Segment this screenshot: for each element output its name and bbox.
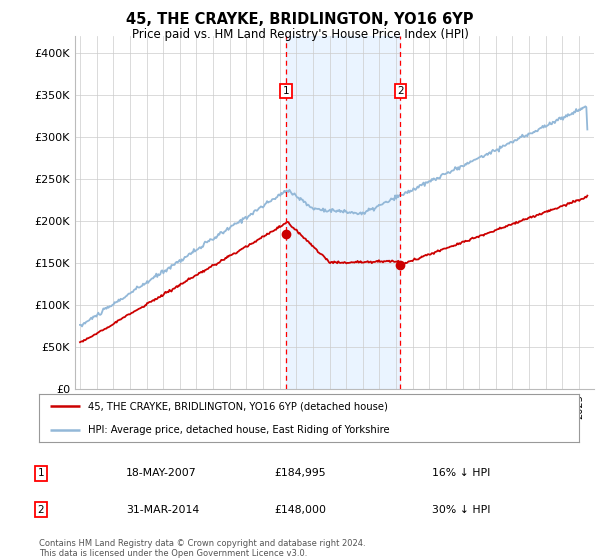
- Text: 2: 2: [37, 505, 44, 515]
- Text: 1: 1: [37, 468, 44, 478]
- Text: 45, THE CRAYKE, BRIDLINGTON, YO16 6YP: 45, THE CRAYKE, BRIDLINGTON, YO16 6YP: [126, 12, 474, 27]
- Text: HPI: Average price, detached house, East Riding of Yorkshire: HPI: Average price, detached house, East…: [88, 424, 389, 435]
- Text: Contains HM Land Registry data © Crown copyright and database right 2024.
This d: Contains HM Land Registry data © Crown c…: [39, 539, 365, 558]
- Text: 2: 2: [397, 86, 404, 96]
- Text: 30% ↓ HPI: 30% ↓ HPI: [432, 505, 491, 515]
- Text: 1: 1: [283, 86, 289, 96]
- Bar: [286, 36, 400, 389]
- Text: £148,000: £148,000: [274, 505, 326, 515]
- Text: Price paid vs. HM Land Registry's House Price Index (HPI): Price paid vs. HM Land Registry's House …: [131, 28, 469, 41]
- Text: 16% ↓ HPI: 16% ↓ HPI: [432, 468, 490, 478]
- Text: 18-MAY-2007: 18-MAY-2007: [126, 468, 197, 478]
- Text: £184,995: £184,995: [274, 468, 326, 478]
- Text: 31-MAR-2014: 31-MAR-2014: [126, 505, 199, 515]
- Text: 45, THE CRAYKE, BRIDLINGTON, YO16 6YP (detached house): 45, THE CRAYKE, BRIDLINGTON, YO16 6YP (d…: [88, 402, 388, 412]
